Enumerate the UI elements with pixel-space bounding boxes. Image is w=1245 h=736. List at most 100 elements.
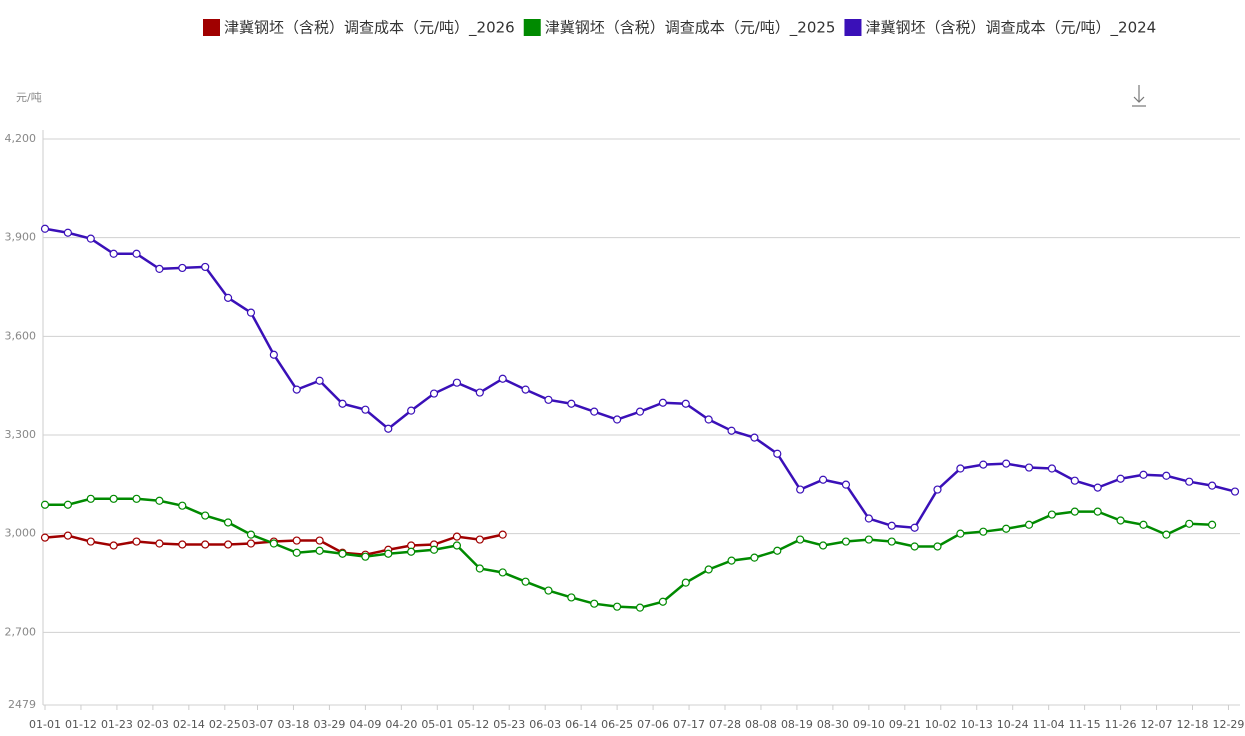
data-point [246, 539, 256, 548]
data-point [704, 415, 713, 424]
x-tick-label: 03-29 [313, 718, 345, 731]
x-tick-label: 11-04 [1033, 718, 1065, 731]
x-tick-label: 10-13 [961, 718, 993, 731]
legend-swatch [203, 19, 220, 36]
data-point [613, 415, 622, 424]
download-icon[interactable] [1132, 85, 1146, 107]
data-point [338, 399, 347, 408]
data-point [1185, 477, 1194, 486]
data-point [475, 564, 484, 573]
data-point [796, 535, 805, 544]
data-point [1070, 476, 1079, 485]
data-point [292, 385, 301, 394]
data-point [63, 228, 72, 237]
data-point [498, 374, 507, 383]
data-point [773, 449, 782, 458]
x-tick-label: 06-03 [529, 718, 561, 731]
data-point [452, 532, 462, 541]
data-point [887, 537, 896, 546]
data-point [155, 539, 164, 548]
y-unit-label: 元/吨 [16, 91, 42, 104]
data-point [201, 511, 210, 520]
data-point [1002, 524, 1011, 533]
data-point [635, 603, 645, 612]
x-tick-label: 08-19 [781, 718, 813, 731]
data-point [658, 597, 667, 606]
data-point [1002, 459, 1011, 468]
data-point [201, 262, 210, 272]
x-tick-label: 12-07 [1141, 718, 1173, 731]
x-tick-label: 05-23 [493, 718, 525, 731]
legend: 津冀钢坯（含税）调查成本（元/吨）_2026 津冀钢坯（含税）调查成本（元/吨）_… [203, 19, 1156, 38]
data-point [1070, 507, 1079, 516]
data-point [201, 540, 210, 549]
x-tick-label: 09-10 [853, 718, 885, 731]
x-tick-label: 12-29 [1212, 718, 1244, 731]
data-point [773, 546, 782, 555]
data-point [1093, 483, 1102, 492]
data-point [1047, 510, 1057, 519]
x-tick-label: 07-06 [637, 718, 669, 731]
data-point [315, 546, 324, 555]
data-point [178, 501, 187, 510]
data-point [1024, 463, 1034, 472]
data-point [338, 549, 347, 558]
data-point [40, 224, 50, 233]
data-point [361, 405, 370, 414]
data-point [750, 433, 759, 442]
data-point [910, 523, 919, 532]
x-tick-label: 01-01 [29, 718, 61, 731]
data-point [315, 536, 324, 545]
x-tick-label: 11-26 [1105, 718, 1137, 731]
data-point [155, 496, 164, 505]
x-tick-label: 11-15 [1069, 718, 1101, 731]
data-point [544, 395, 553, 404]
x-tick-label: 02-14 [173, 718, 205, 731]
legend-swatch [844, 19, 862, 36]
data-point [1162, 530, 1171, 539]
y-tick-label: 4,200 [5, 132, 37, 145]
y-tick-label: 2,700 [5, 625, 37, 638]
data-point [956, 529, 965, 538]
data-point [1230, 487, 1240, 496]
data-point [933, 485, 942, 494]
y-tick-label: 3,900 [5, 231, 37, 244]
x-tick-label: 05-12 [457, 718, 489, 731]
data-point [155, 264, 164, 274]
x-tick-label: 06-14 [565, 718, 597, 731]
data-point [910, 542, 919, 551]
data-point [269, 539, 278, 548]
series-line [45, 497, 1213, 609]
x-tick-label: 10-02 [925, 718, 957, 731]
data-point [361, 552, 370, 561]
data-point [979, 460, 988, 469]
data-point [292, 536, 301, 545]
data-point [407, 547, 416, 556]
data-point [1208, 481, 1217, 490]
x-tick-label: 08-08 [745, 718, 777, 731]
data-point [1116, 474, 1125, 483]
x-tick-label: 04-20 [385, 718, 417, 731]
data-point [429, 389, 439, 398]
x-tick-label: 07-28 [709, 718, 741, 731]
x-tick-label: 03-07 [242, 718, 274, 731]
data-point [864, 514, 873, 523]
data-point [246, 308, 256, 317]
data-point [681, 399, 690, 408]
data-point [567, 593, 576, 602]
data-point [590, 407, 599, 416]
data-point [178, 540, 187, 549]
data-point [1139, 470, 1148, 479]
x-tick-label: 07-17 [673, 718, 705, 731]
data-point [1139, 520, 1148, 529]
x-tick-label: 08-30 [817, 718, 849, 731]
y-tick-label: 3,000 [5, 527, 37, 540]
data-point [979, 527, 988, 536]
data-point [498, 568, 507, 577]
y-tick-label: 2479 [8, 698, 36, 711]
x-tick-label: 06-25 [601, 718, 633, 731]
legend-label: 津冀钢坯（含税）调查成本（元/吨）_2026 [224, 19, 515, 38]
data-point [246, 530, 256, 539]
data-point [567, 399, 576, 408]
